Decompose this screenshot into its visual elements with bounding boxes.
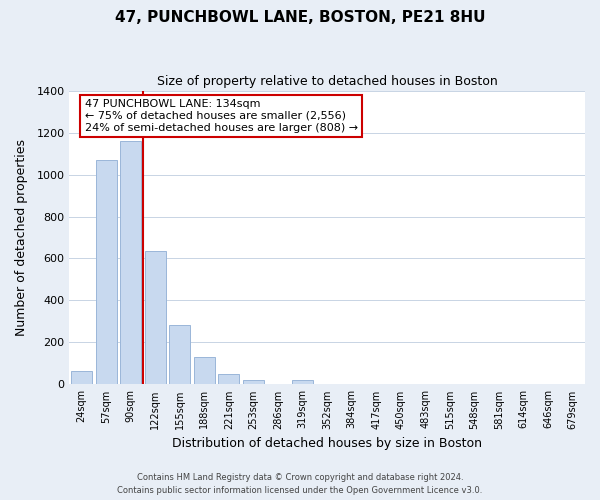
Text: 47, PUNCHBOWL LANE, BOSTON, PE21 8HU: 47, PUNCHBOWL LANE, BOSTON, PE21 8HU: [115, 10, 485, 25]
Bar: [120, 141, 141, 384]
Bar: [218, 374, 239, 384]
Bar: [243, 380, 264, 384]
X-axis label: Distribution of detached houses by size in Boston: Distribution of detached houses by size …: [172, 437, 482, 450]
Bar: [145, 251, 166, 384]
Bar: [169, 324, 190, 384]
Y-axis label: Number of detached properties: Number of detached properties: [15, 139, 28, 336]
Bar: [292, 380, 313, 384]
Bar: [96, 160, 116, 384]
Bar: [71, 371, 92, 384]
Text: Contains HM Land Registry data © Crown copyright and database right 2024.
Contai: Contains HM Land Registry data © Crown c…: [118, 474, 482, 495]
Bar: [194, 357, 215, 384]
Text: 47 PUNCHBOWL LANE: 134sqm
← 75% of detached houses are smaller (2,556)
24% of se: 47 PUNCHBOWL LANE: 134sqm ← 75% of detac…: [85, 100, 358, 132]
Title: Size of property relative to detached houses in Boston: Size of property relative to detached ho…: [157, 75, 497, 88]
